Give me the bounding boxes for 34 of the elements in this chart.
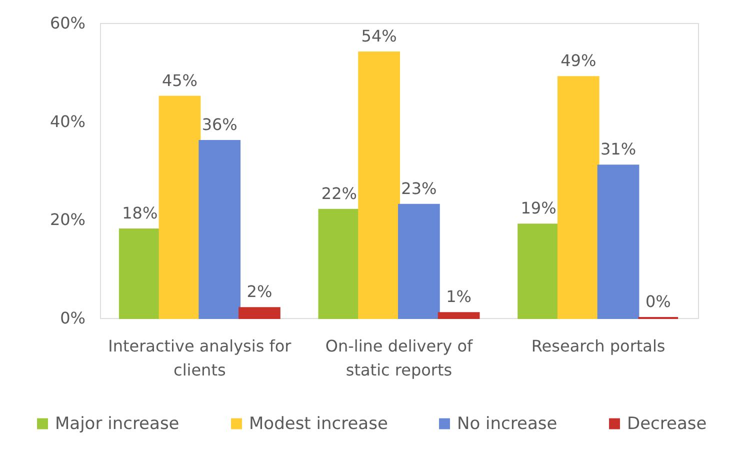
data-label: 23% [401,178,437,198]
bar [358,52,400,319]
data-label: 31% [600,140,636,159]
x-tick-label: On-line delivery of static reports [325,336,473,380]
bar [198,140,241,319]
y-tick-label: 20% [50,210,86,230]
bar [118,228,161,319]
x-tick-label: Research portals [531,336,666,356]
data-label: 19% [520,198,556,218]
bar [238,307,280,319]
bar [158,96,201,319]
data-label: 36% [202,115,238,134]
bar [398,204,440,319]
y-tick-label: 0% [60,308,86,328]
bar [557,76,600,319]
bar [597,164,640,319]
data-label: 22% [321,184,357,203]
y-tick-label: 60% [50,14,86,32]
data-label: 49% [560,51,596,70]
legend-label: Modest increase [249,414,388,434]
bar [438,312,480,319]
data-label: 18% [122,204,158,222]
legend-label: Major increase [55,414,180,434]
data-label: 54% [361,26,397,46]
bar [518,224,560,319]
x-tick-label: Interactive analysis for clients [108,336,292,380]
data-label: 0% [645,292,671,311]
data-label: 45% [162,70,198,90]
bar [318,208,360,319]
data-label: 1% [446,287,472,306]
y-tick-label: 40% [50,112,86,131]
legend-label: No increase [457,414,558,434]
legend-label: Decrease [627,414,707,434]
data-label: 2% [246,282,272,302]
